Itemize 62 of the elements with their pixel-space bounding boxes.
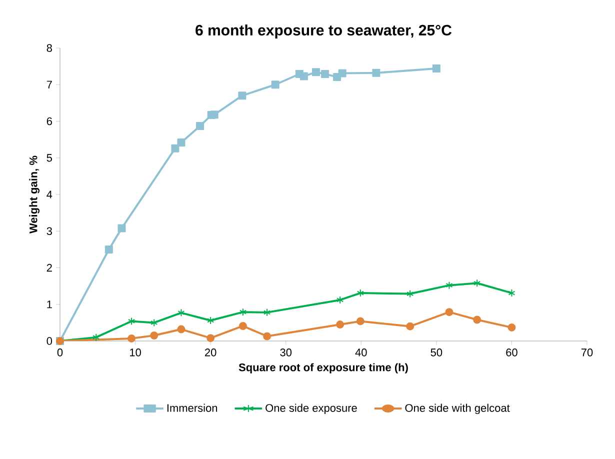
point (210, 110, 218, 119)
x-tick-label: 60 (506, 348, 518, 356)
point (118, 224, 126, 232)
x-axis-title: Square root of exposure time (h) (238, 363, 408, 374)
point (128, 334, 136, 342)
point (171, 144, 180, 152)
point (264, 308, 271, 316)
legend-label: Immersion (167, 404, 218, 412)
point (206, 334, 215, 342)
legend-label: One side with gelcoat (405, 404, 510, 414)
point (128, 317, 136, 326)
point (356, 289, 364, 298)
legend-label: One side exposure (266, 404, 357, 414)
y-tick-label: 5 (46, 154, 52, 162)
point (356, 317, 364, 326)
x-tick-label: 10 (130, 348, 141, 356)
y-tick-label: 8 (46, 44, 52, 52)
x-tick-label: 40 (355, 348, 367, 356)
point (239, 308, 246, 316)
chart-title: 6 month exposure to seawater, 25°C (196, 24, 452, 38)
point (150, 318, 158, 327)
y-axis-title: Weight gain, % (29, 156, 40, 234)
point (321, 70, 330, 78)
point (508, 289, 516, 298)
point (177, 325, 186, 334)
point (474, 279, 481, 288)
point (104, 245, 113, 254)
point (336, 296, 344, 304)
point (432, 64, 440, 73)
point (177, 138, 186, 146)
point (473, 316, 482, 324)
point (446, 281, 453, 290)
y-tick-label: 7 (46, 80, 52, 88)
x-tick-label: 30 (280, 348, 292, 356)
point (178, 308, 185, 317)
point (508, 323, 516, 332)
point (196, 122, 204, 130)
point (336, 320, 344, 329)
x-tick-label: 0 (57, 348, 63, 356)
y-tick-label: 4 (46, 190, 52, 198)
x-tick-label: 50 (430, 348, 442, 356)
point (445, 308, 454, 316)
y-tick-label: 0 (46, 337, 52, 345)
point (238, 92, 246, 100)
x-tick-label: 70 (581, 348, 593, 356)
point (150, 332, 158, 340)
point (338, 69, 346, 78)
point (263, 332, 272, 340)
point (92, 333, 100, 342)
x-tick-label: 20 (205, 348, 216, 356)
point (207, 316, 214, 324)
point (300, 72, 308, 80)
point (238, 322, 247, 330)
y-tick-label: 2 (46, 264, 52, 272)
point (406, 290, 414, 298)
point (312, 68, 320, 76)
point (406, 322, 414, 330)
y-tick-label: 6 (46, 117, 52, 126)
point (372, 68, 380, 77)
y-tick-label: 1 (47, 300, 52, 308)
point (271, 80, 280, 89)
y-tick-label: 3 (46, 227, 52, 236)
